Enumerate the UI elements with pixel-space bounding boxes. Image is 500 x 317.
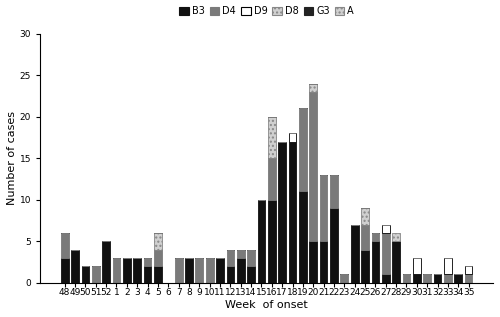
Bar bbox=[392, 233, 400, 241]
Bar bbox=[444, 275, 452, 283]
Bar bbox=[330, 208, 338, 283]
Bar bbox=[196, 258, 203, 283]
Bar bbox=[361, 225, 369, 249]
Bar bbox=[237, 249, 244, 258]
Bar bbox=[154, 249, 162, 266]
Bar bbox=[361, 208, 369, 225]
Bar bbox=[454, 275, 462, 283]
Bar bbox=[299, 191, 307, 283]
Bar bbox=[61, 233, 68, 258]
Bar bbox=[226, 266, 234, 283]
Bar bbox=[464, 266, 472, 275]
Bar bbox=[340, 275, 348, 283]
Bar bbox=[237, 258, 244, 283]
Bar bbox=[361, 249, 369, 283]
Bar bbox=[92, 266, 100, 283]
Bar bbox=[320, 175, 328, 241]
Y-axis label: Number of cases: Number of cases bbox=[7, 111, 17, 205]
Bar bbox=[413, 275, 420, 283]
Bar bbox=[71, 249, 79, 283]
Bar bbox=[154, 233, 162, 249]
Bar bbox=[464, 275, 472, 283]
Bar bbox=[154, 266, 162, 283]
Bar bbox=[413, 258, 420, 275]
Bar bbox=[351, 225, 358, 283]
Bar bbox=[144, 266, 152, 283]
Bar bbox=[102, 241, 110, 283]
Bar bbox=[82, 266, 90, 283]
Bar bbox=[226, 249, 234, 266]
Bar bbox=[268, 158, 276, 200]
Bar bbox=[372, 241, 380, 283]
Bar bbox=[134, 258, 141, 283]
Bar bbox=[123, 258, 130, 283]
Bar bbox=[268, 200, 276, 283]
Bar bbox=[382, 275, 390, 283]
Legend: B3, D4, D9, D8, G3, A: B3, D4, D9, D8, G3, A bbox=[180, 6, 354, 16]
Bar bbox=[330, 175, 338, 208]
Bar bbox=[288, 133, 296, 142]
Bar bbox=[61, 258, 68, 283]
Bar bbox=[392, 241, 400, 283]
Bar bbox=[434, 275, 442, 283]
Bar bbox=[372, 233, 380, 241]
Bar bbox=[320, 241, 328, 283]
X-axis label: Week  of onset: Week of onset bbox=[226, 300, 308, 310]
Bar bbox=[382, 233, 390, 275]
Bar bbox=[310, 241, 317, 283]
Bar bbox=[216, 258, 224, 283]
Bar bbox=[185, 258, 193, 283]
Bar bbox=[174, 258, 182, 283]
Bar bbox=[258, 200, 266, 283]
Bar bbox=[144, 258, 152, 266]
Bar bbox=[247, 266, 255, 283]
Bar bbox=[402, 275, 410, 283]
Bar bbox=[299, 108, 307, 191]
Bar bbox=[424, 275, 431, 283]
Bar bbox=[444, 258, 452, 275]
Bar bbox=[268, 117, 276, 158]
Bar bbox=[247, 249, 255, 266]
Bar bbox=[310, 84, 317, 92]
Bar bbox=[206, 258, 214, 283]
Bar bbox=[382, 225, 390, 233]
Bar bbox=[278, 142, 286, 283]
Bar bbox=[310, 92, 317, 241]
Bar bbox=[112, 258, 120, 283]
Bar bbox=[288, 142, 296, 283]
